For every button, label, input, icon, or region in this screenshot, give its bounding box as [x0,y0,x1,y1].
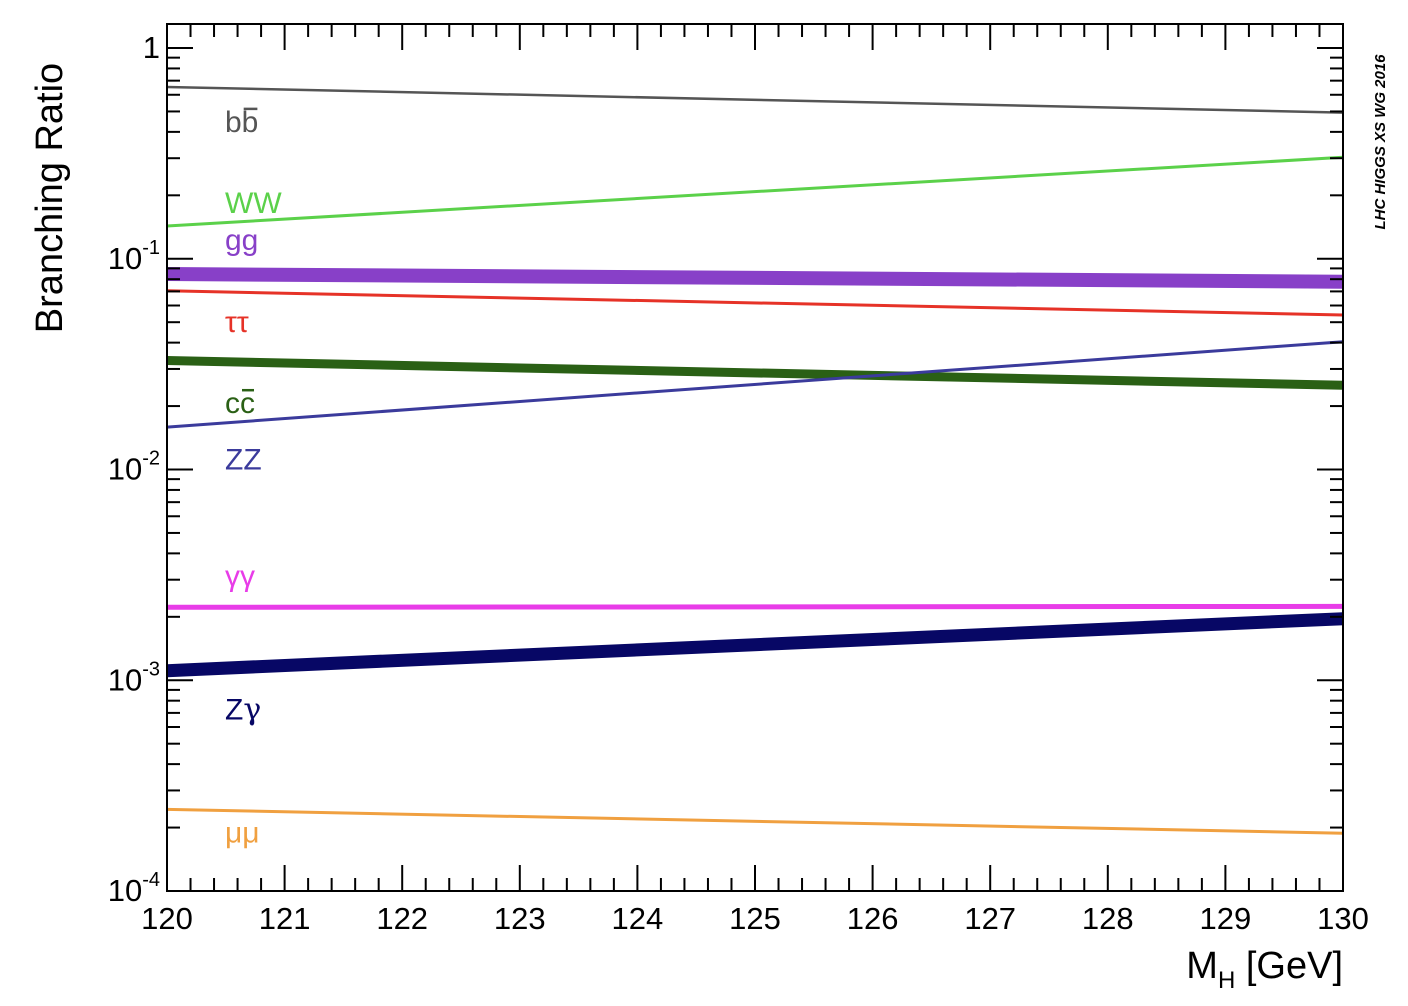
series-labels: bb WW gg ττ cc ZZ γγ Zγ μμ [225,106,282,850]
series-label-1: WW [225,187,282,220]
x-tick-label: 126 [847,901,899,936]
series-line-7 [166,612,1344,678]
x-tick-label: 123 [494,901,546,936]
series-line-1 [166,155,1344,228]
x-tick-label: 124 [612,901,664,936]
series-line-3 [166,289,1344,317]
tick-labels: 120 121 122 123 124 125 126 127 128 129 130 1 10-1 10… [108,30,1369,936]
series-line-2 [166,267,1344,289]
x-tick-label: 122 [376,901,428,936]
series-line-8 [166,807,1344,835]
plot-border [166,23,1344,892]
series-layer [166,85,1344,835]
x-tick-label: 120 [141,901,193,936]
x-tick-label: 129 [1200,901,1252,936]
y-tick-label: 1 [143,30,160,65]
series-line-6 [166,603,1344,610]
x-axis-subscript: H [1218,967,1235,994]
series-label-4: cc [225,387,255,420]
x-tick-label: 128 [1082,901,1134,936]
x-tick-label: 127 [964,901,1016,936]
x-tick-label: 125 [729,901,781,936]
x-tick-label: 121 [259,901,311,936]
x-axis-unit: [GeV] [1246,945,1343,987]
series-label-6: γγ [225,560,255,593]
x-axis-title: MH [GeV] [1186,945,1343,994]
plot-frame [166,23,1344,892]
y-tick-label: 10-2 [108,448,160,487]
series-label-0: bb [225,106,258,139]
series-label-3: ττ [225,306,249,339]
x-tick-label: 130 [1317,901,1369,936]
series-line-0 [166,85,1344,114]
series-label-8: μμ [225,816,260,849]
series-label-7: Zγ [225,693,261,728]
series-line-5 [166,340,1344,429]
series-label-5: ZZ [225,444,262,477]
y-tick-label: 10-1 [108,237,160,276]
y-axis-title: Branching Ratio [29,63,71,333]
y-tick-label: 10-4 [108,869,160,908]
y-tick-label: 10-3 [108,658,160,697]
series-line-4 [166,356,1344,390]
axis-ticks [166,24,1344,892]
watermark: LHC HIGGS XS WG 2016 [1372,54,1389,230]
x-axis-symbol: M [1186,945,1218,987]
series-label-2: gg [225,224,258,257]
